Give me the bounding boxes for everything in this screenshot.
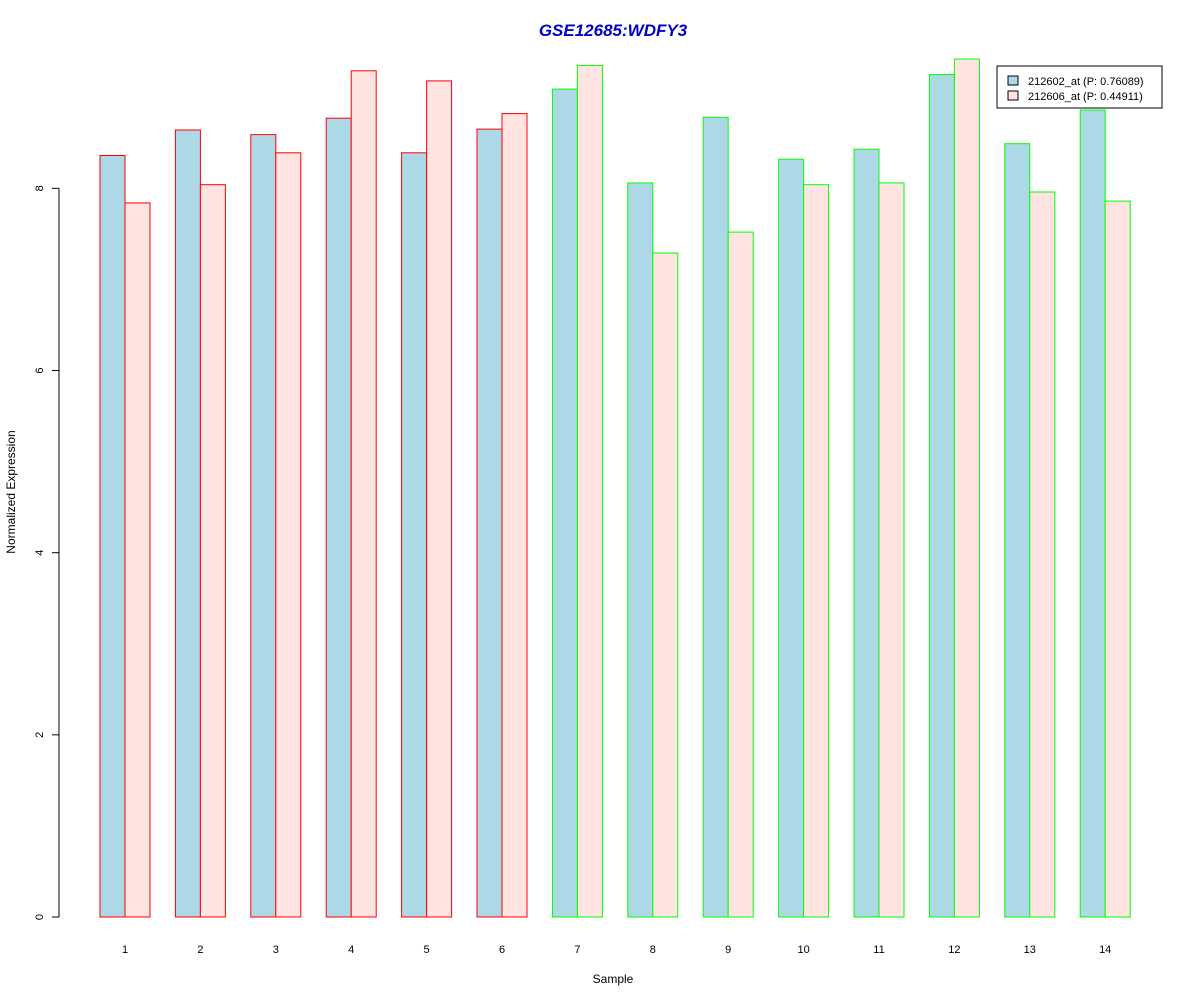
bar-sample-5-series-1 (401, 152, 428, 918)
bar-sample-6-series-1 (476, 128, 503, 918)
bar-sample-1-series-1 (99, 155, 126, 918)
x-tick-label: 2 (197, 944, 203, 956)
y-tick-label: 0 (34, 914, 46, 920)
bar-sample-8-series-1 (627, 182, 654, 918)
legend-label-212606: 212606_at (P: 0.44911) (1028, 91, 1143, 103)
legend-swatch-212602 (1007, 75, 1019, 86)
bar-sample-12-series-1 (928, 74, 955, 918)
bar-sample-7-series-1 (551, 88, 578, 918)
bar-sample-6-series-2 (501, 113, 528, 918)
bar-sample-2-series-2 (199, 184, 226, 918)
x-tick-label: 14 (1099, 944, 1111, 956)
bar-sample-11-series-1 (853, 148, 880, 918)
bars-group (99, 58, 1131, 918)
x-tick-labels: 1 2 3 4 5 6 7 8 9 10 11 12 13 14 (122, 944, 1111, 956)
x-tick-label: 1 (122, 944, 128, 956)
bar-sample-14-series-1 (1079, 109, 1106, 918)
x-tick-label: 12 (948, 944, 960, 956)
y-tick-label: 8 (34, 185, 46, 191)
legend-swatch-212606 (1007, 90, 1019, 101)
bar-sample-4-series-1 (325, 117, 352, 918)
bar-sample-3-series-1 (250, 134, 277, 918)
bar-sample-4-series-2 (350, 70, 377, 918)
bar-sample-9-series-1 (702, 116, 729, 918)
bar-sample-9-series-2 (727, 231, 754, 918)
bar-sample-13-series-1 (1004, 143, 1031, 918)
bar-sample-10-series-2 (803, 184, 830, 918)
y-axis: 0 2 4 6 8 (34, 185, 60, 920)
x-tick-label: 10 (797, 944, 809, 956)
legend-box (996, 65, 1163, 109)
x-tick-label: 4 (348, 944, 354, 956)
bar-sample-5-series-2 (426, 80, 453, 918)
x-tick-label: 6 (499, 944, 505, 956)
chart-title: GSE12685:WDFY3 (539, 21, 688, 40)
y-tick-label: 2 (34, 732, 46, 738)
bar-sample-11-series-2 (878, 182, 905, 918)
bar-sample-10-series-1 (778, 158, 805, 918)
bar-sample-3-series-2 (275, 152, 302, 918)
x-tick-label: 3 (273, 944, 279, 956)
x-tick-label: 13 (1024, 944, 1036, 956)
x-axis-label: Sample (593, 972, 634, 986)
bar-sample-1-series-2 (124, 202, 151, 918)
y-tick-label: 4 (34, 550, 46, 556)
y-tick-label: 6 (34, 367, 46, 373)
bar-sample-2-series-1 (174, 129, 201, 918)
bar-sample-13-series-2 (1029, 191, 1056, 918)
bar-sample-12-series-2 (953, 58, 980, 918)
bar-sample-8-series-2 (652, 252, 679, 918)
x-tick-label: 7 (574, 944, 580, 956)
legend-label-212602: 212602_at (P: 0.76089) (1028, 76, 1144, 88)
bar-sample-14-series-2 (1104, 200, 1131, 918)
x-tick-label: 5 (424, 944, 430, 956)
x-tick-label: 11 (873, 944, 884, 956)
y-axis-label: Normalized Expression (4, 430, 18, 553)
legend: 212602_at (P: 0.76089) 212606_at (P: 0.4… (996, 65, 1163, 109)
x-tick-label: 9 (725, 944, 731, 956)
bar-sample-7-series-2 (576, 64, 603, 918)
x-tick-label: 8 (650, 944, 656, 956)
